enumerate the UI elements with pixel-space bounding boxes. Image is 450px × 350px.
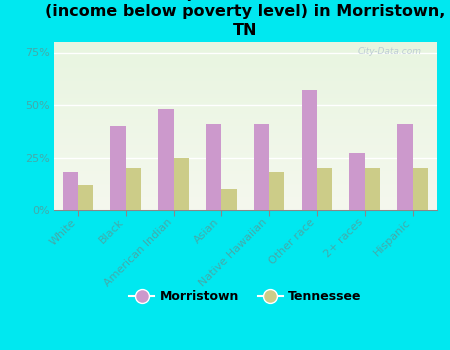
Bar (63, 172, 78, 210)
Bar (78, 185, 93, 210)
Bar (206, 124, 221, 210)
Bar (350, 153, 365, 210)
Legend: Morristown, Tennessee: Morristown, Tennessee (125, 285, 366, 308)
Text: City-Data.com: City-Data.com (357, 47, 421, 56)
Bar (221, 189, 237, 210)
Bar (269, 172, 284, 210)
Bar (158, 109, 174, 210)
Bar (317, 168, 332, 210)
Bar (413, 168, 428, 210)
Bar (126, 168, 141, 210)
Title: Breakdown of poor residents within races
(income below poverty level) in Morrist: Breakdown of poor residents within races… (45, 0, 446, 38)
Bar (110, 126, 126, 210)
Bar (174, 158, 189, 210)
Bar (365, 168, 380, 210)
Bar (254, 124, 269, 210)
Bar (302, 90, 317, 210)
Bar (397, 124, 413, 210)
